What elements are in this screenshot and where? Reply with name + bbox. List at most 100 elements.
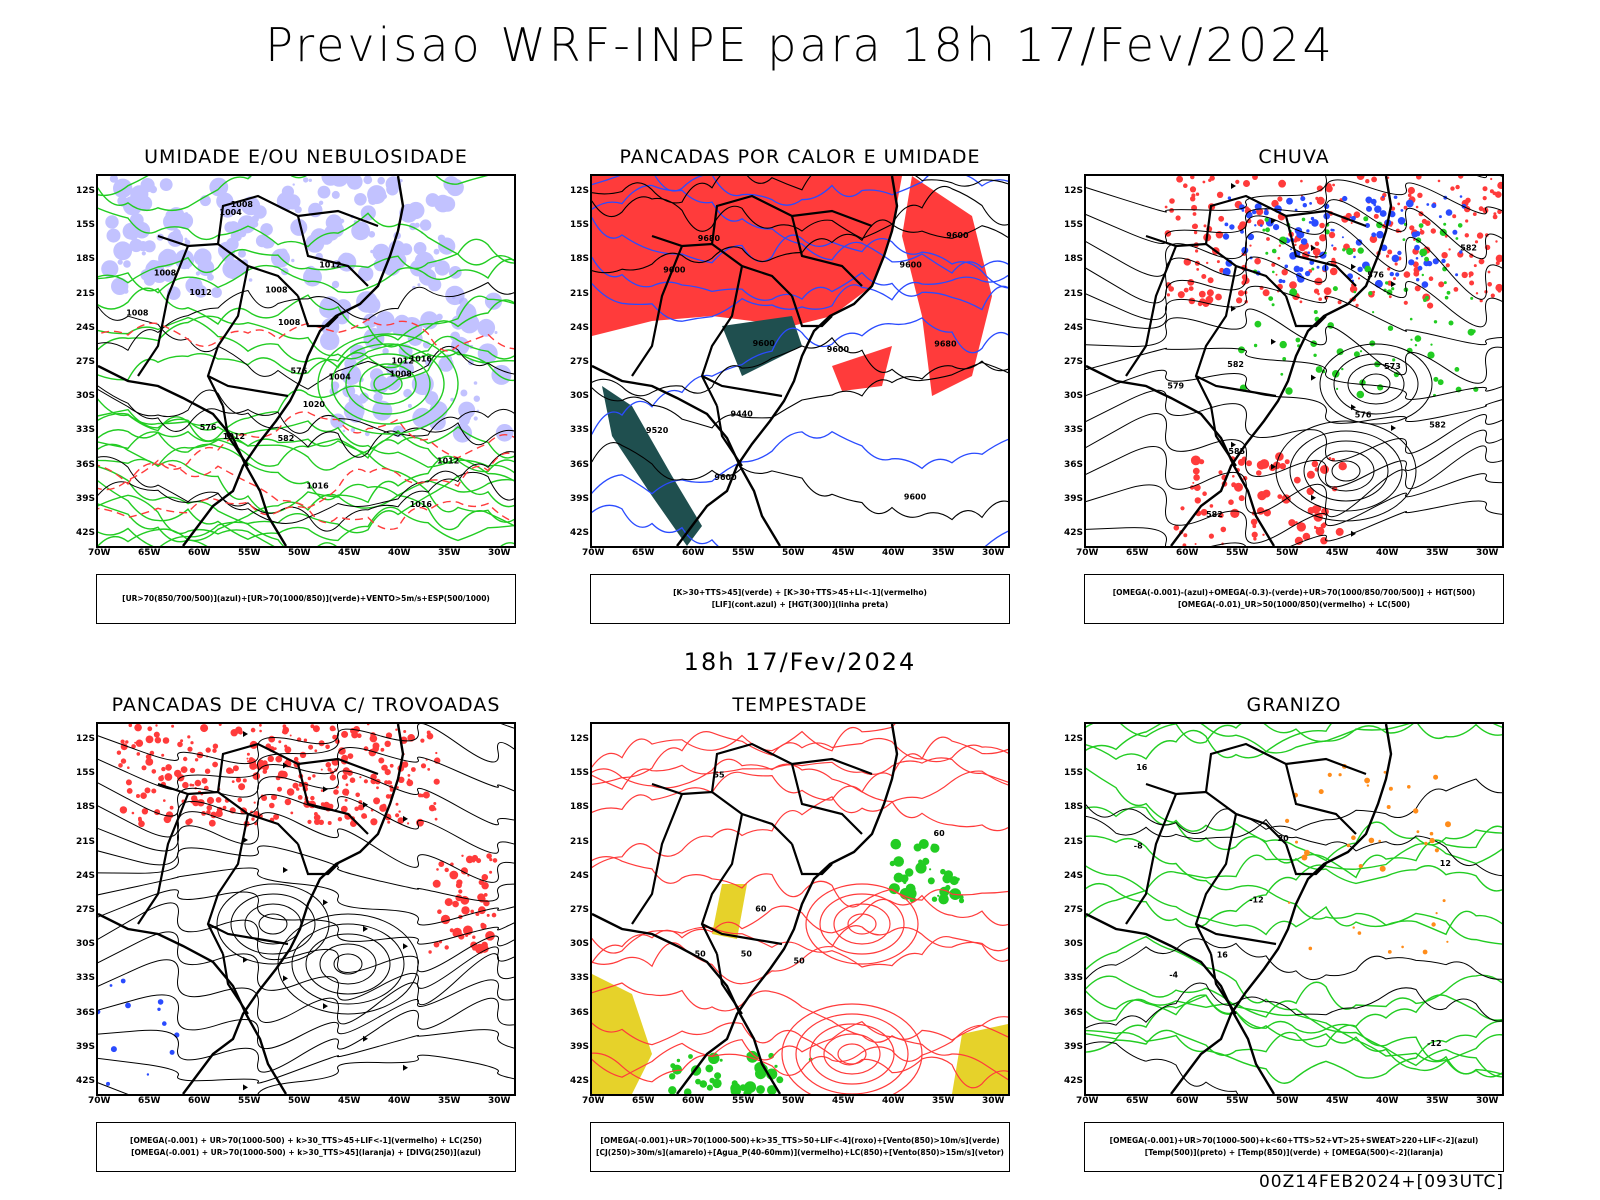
field-cell: [162, 737, 170, 744]
flow-arrow: [1311, 374, 1316, 381]
field-cell: [461, 854, 464, 857]
field-cell: [1192, 212, 1197, 216]
flow-arrow: [1351, 530, 1356, 537]
contour-label: 576: [1367, 271, 1384, 280]
field-cell: [169, 1049, 175, 1055]
field-cell: [1403, 271, 1411, 278]
field-cell: [1183, 183, 1188, 188]
field-cell: [1229, 224, 1235, 230]
field-cell: [1452, 229, 1458, 235]
jet-area: [592, 974, 652, 1094]
field-cell: [413, 242, 427, 255]
country-border: [1194, 813, 1238, 955]
field-cell: [229, 769, 234, 774]
field-cell: [429, 413, 446, 431]
legend-box: [UR>70(850/700/500)](azul)+[UR>70(1000/8…: [96, 574, 516, 624]
contour-lines: [592, 176, 1008, 546]
circulation-center: [781, 1003, 923, 1094]
contour-line: [592, 856, 1008, 908]
longitude-label: 50W: [288, 1096, 311, 1106]
contour-line: [98, 458, 514, 531]
country-border: [651, 782, 793, 845]
field-cell: [398, 777, 403, 781]
field-cell: [340, 252, 351, 263]
field-cell: [269, 802, 275, 809]
country-border: [1284, 843, 1327, 876]
field-cell: [1490, 177, 1493, 181]
field-cell: [1301, 854, 1308, 861]
panel-title: PANCADAS DE CHUVA C/ TROVOADAS: [111, 694, 501, 716]
contour-line: [1086, 767, 1502, 892]
field-cell: [1187, 279, 1195, 286]
coastline: [676, 176, 899, 546]
field-cell: [251, 817, 255, 821]
field-cell: [949, 876, 959, 886]
field-cell: [1227, 196, 1232, 200]
field-cell: [1194, 543, 1197, 545]
field-cell: [1241, 246, 1249, 254]
latitude-label: 12S: [1064, 734, 1084, 744]
field-cell: [1279, 236, 1287, 245]
field-cell: [1222, 267, 1231, 276]
field-cell: [184, 239, 191, 246]
contour-label: 1004: [220, 208, 243, 217]
country-border: [1195, 923, 1277, 946]
closed-contour: [230, 893, 316, 955]
contour-label: 9680: [934, 340, 957, 349]
field-cell: [427, 768, 431, 771]
field-cell: [1356, 390, 1365, 399]
field-cell: [1307, 251, 1311, 254]
legend-line: [OMEGA(-0.01)_UR>50(1000/850)(vermelho) …: [1177, 600, 1411, 609]
field-cell: [1365, 196, 1373, 204]
contour-label: 579: [1167, 382, 1184, 391]
contour-label: 50: [695, 950, 707, 959]
latitude-label: 30S: [1064, 939, 1084, 950]
shaded-field: [116, 724, 441, 828]
field-cell: [1295, 840, 1298, 844]
field-cell: [1266, 237, 1270, 241]
field-cell: [1341, 236, 1344, 239]
field-cell: [1176, 176, 1183, 183]
closed-contour: [319, 943, 377, 985]
streamline: [1086, 176, 1502, 213]
field-cell: [472, 935, 476, 939]
field-cell: [1202, 180, 1206, 184]
latitude-label: 42S: [1064, 1076, 1084, 1086]
field-cell: [1427, 302, 1434, 309]
contour-line: [592, 317, 1008, 435]
field-cell: [1414, 231, 1421, 237]
shaded-field: [902, 176, 992, 396]
field-cell: [325, 762, 332, 768]
field-cell: [1458, 176, 1464, 179]
flow-arrow: [1231, 305, 1236, 312]
latitude-label: 12S: [570, 186, 590, 196]
contour-line: [98, 480, 514, 542]
field-cell: [98, 1009, 101, 1015]
latitude-label: 27S: [570, 357, 590, 367]
contour-line: [592, 771, 1008, 832]
field-cell: [325, 744, 330, 750]
field-cell: [331, 190, 340, 199]
field-cell: [208, 819, 216, 827]
field-cell: [1387, 249, 1393, 255]
field-cell: [290, 811, 294, 815]
field-cell: [134, 741, 137, 744]
field-cell: [669, 1073, 676, 1080]
field-cell: [1376, 230, 1384, 239]
field-cell: [332, 727, 336, 731]
contour-line: [1086, 724, 1332, 761]
field-cell: [1356, 176, 1365, 180]
contour-line: [592, 925, 1008, 985]
field-cell: [298, 782, 303, 787]
panel-title: CHUVA: [1258, 146, 1330, 168]
field-cell: [414, 251, 435, 272]
field-cell: [1375, 280, 1382, 287]
field-cell: [1311, 219, 1319, 227]
field-cell: [1279, 463, 1286, 470]
field-cell: [105, 215, 119, 229]
field-cell: [376, 786, 379, 790]
field-cell: [1209, 504, 1214, 508]
contour-line: [592, 757, 1008, 790]
contour-line: [592, 1022, 1008, 1089]
field-cell: [714, 1072, 722, 1080]
